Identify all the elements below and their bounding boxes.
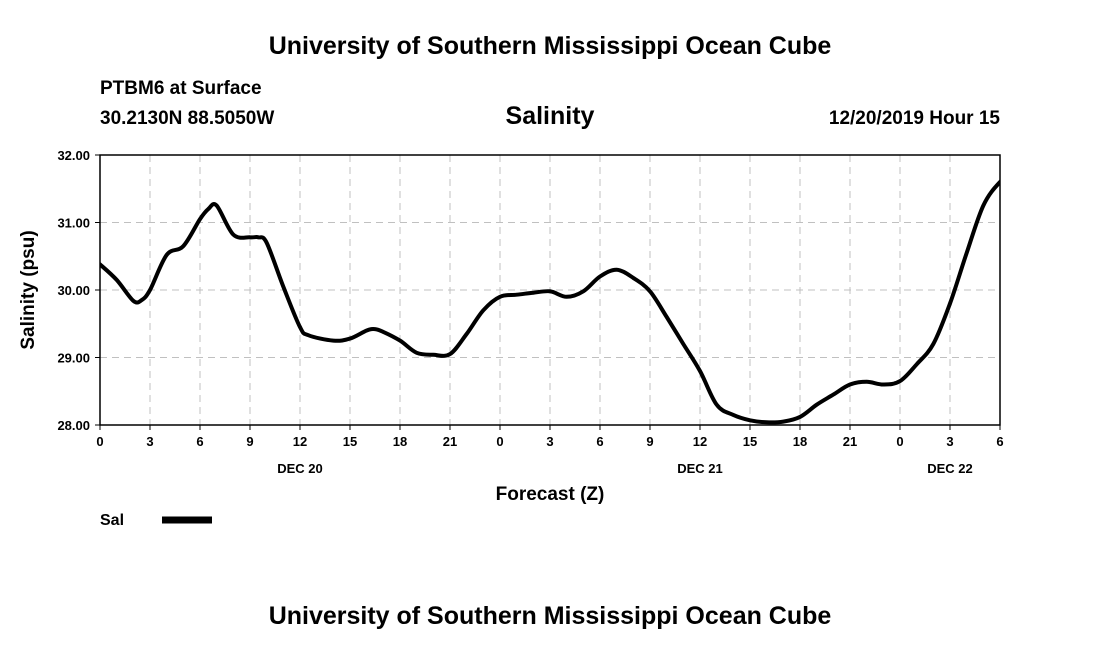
x-tick-label: 9 (246, 434, 253, 449)
footer-title: University of Southern Mississippi Ocean… (269, 602, 832, 630)
x-tick-label: 3 (546, 434, 553, 449)
x-axis-label: Forecast (Z) (496, 484, 605, 505)
coordinates-label: 30.2130N 88.5050W (100, 108, 274, 129)
x-tick-label: 15 (343, 434, 357, 449)
series-line-sal (100, 179, 1000, 425)
x-tick-label: 6 (196, 434, 203, 449)
x-tick-label: 18 (793, 434, 807, 449)
x-tick-label: 6 (996, 434, 1003, 449)
x-tick-label: 12 (293, 434, 307, 449)
y-axis-label: Salinity (psu) (18, 230, 39, 349)
chart-title: University of Southern Mississippi Ocean… (269, 32, 832, 60)
series-layer (100, 179, 1000, 425)
x-tick-label: 0 (896, 434, 903, 449)
variable-title: Salinity (506, 102, 595, 130)
y-tick-label: 31.00 (57, 216, 90, 231)
date-label: DEC 20 (277, 461, 323, 476)
x-tick-label: 12 (693, 434, 707, 449)
grid-lines (100, 155, 1000, 425)
x-tick-label: 18 (393, 434, 407, 449)
x-tick-label: 6 (596, 434, 603, 449)
x-tick-label: 3 (946, 434, 953, 449)
x-tick-label: 21 (443, 434, 457, 449)
x-tick-label: 0 (496, 434, 503, 449)
timestamp-label: 12/20/2019 Hour 15 (829, 108, 1001, 129)
y-tick-label: 29.00 (57, 351, 90, 366)
axis-ticks: 0 3 6 9 12 15 18 21 0 3 6 9 12 15 18 21 0 3 6 28.00 29.00 30.… (57, 148, 1003, 476)
x-tick-label: 9 (646, 434, 653, 449)
y-tick-label: 28.00 (57, 418, 90, 433)
date-label: DEC 22 (927, 461, 973, 476)
station-label: PTBM6 at Surface (100, 78, 262, 99)
x-tick-label: 0 (96, 434, 103, 449)
x-tick-label: 15 (743, 434, 757, 449)
x-tick-label: 3 (146, 434, 153, 449)
y-tick-label: 30.00 (57, 283, 90, 298)
legend-label: Sal (100, 512, 124, 529)
x-tick-label: 21 (843, 434, 857, 449)
y-tick-label: 32.00 (57, 148, 90, 163)
date-label: DEC 21 (677, 461, 723, 476)
